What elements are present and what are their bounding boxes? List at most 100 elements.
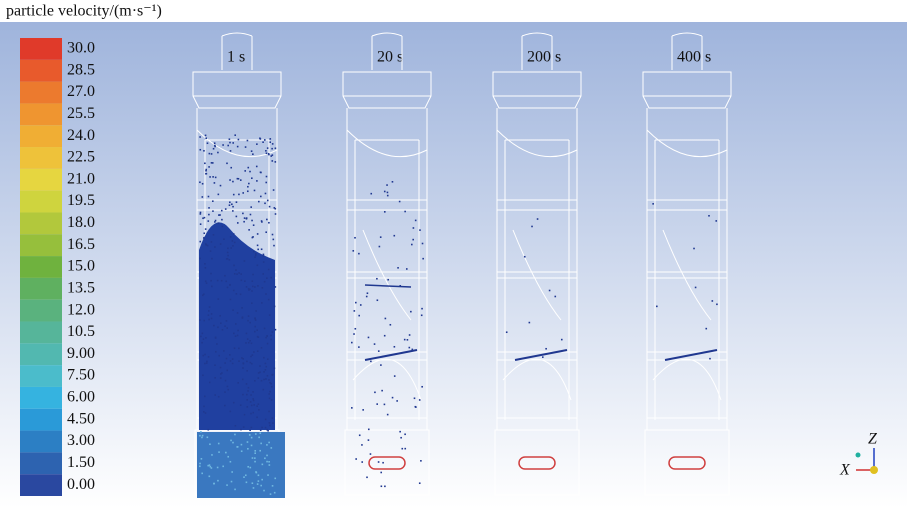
particle bbox=[209, 464, 211, 466]
particle bbox=[240, 293, 242, 295]
particle bbox=[218, 443, 220, 445]
particle bbox=[223, 238, 225, 240]
particle bbox=[393, 235, 395, 237]
particle bbox=[367, 292, 369, 294]
particle bbox=[213, 234, 215, 236]
particle bbox=[244, 170, 246, 172]
particle bbox=[269, 422, 271, 424]
particle bbox=[263, 490, 265, 492]
particle bbox=[248, 342, 250, 344]
particle bbox=[203, 338, 205, 340]
colorbar-label: 13.5 bbox=[67, 279, 95, 296]
particle bbox=[232, 210, 234, 212]
particle bbox=[233, 194, 235, 196]
particle bbox=[237, 146, 239, 148]
particle bbox=[224, 362, 226, 364]
particle bbox=[270, 155, 272, 157]
particle bbox=[236, 446, 238, 448]
particle bbox=[215, 351, 217, 353]
particle bbox=[266, 455, 268, 457]
particle bbox=[229, 179, 231, 181]
colorbar-label: 21.0 bbox=[67, 170, 95, 187]
particle bbox=[258, 474, 260, 476]
particle bbox=[244, 217, 246, 219]
page: particle velocity/(m·s⁻¹) 30.028.527.025… bbox=[0, 0, 907, 508]
particle bbox=[254, 256, 256, 258]
particle bbox=[265, 150, 267, 152]
particle bbox=[249, 322, 251, 324]
particle bbox=[237, 382, 239, 384]
particle bbox=[252, 391, 254, 393]
particle bbox=[215, 177, 217, 179]
particle bbox=[212, 162, 214, 164]
particle bbox=[229, 142, 231, 144]
particle bbox=[422, 243, 424, 245]
particle bbox=[250, 206, 252, 208]
particle bbox=[229, 284, 231, 286]
particle bbox=[233, 265, 235, 267]
particle bbox=[248, 315, 250, 317]
particle bbox=[221, 210, 223, 212]
particle bbox=[205, 135, 207, 137]
particle bbox=[202, 355, 204, 357]
particle bbox=[218, 396, 220, 398]
particle bbox=[249, 171, 251, 173]
particle bbox=[256, 143, 258, 145]
particle bbox=[218, 214, 220, 216]
particle bbox=[524, 256, 526, 258]
particle bbox=[256, 416, 258, 418]
particle bbox=[204, 263, 206, 265]
particle bbox=[263, 379, 265, 381]
particle bbox=[274, 478, 276, 480]
particle bbox=[246, 383, 248, 385]
particle bbox=[266, 461, 268, 463]
particle bbox=[268, 442, 270, 444]
colorbar-label: 27.0 bbox=[67, 83, 95, 100]
particle bbox=[199, 465, 201, 467]
colorbar-swatch bbox=[20, 322, 62, 344]
particle bbox=[249, 429, 251, 431]
particle bbox=[229, 138, 231, 140]
particle bbox=[215, 220, 217, 222]
particle bbox=[225, 208, 227, 210]
particle bbox=[385, 318, 387, 320]
particle bbox=[233, 233, 235, 235]
particle bbox=[262, 141, 264, 143]
particle bbox=[210, 280, 212, 282]
colorbar-swatch bbox=[20, 234, 62, 256]
particle bbox=[264, 281, 266, 283]
particle bbox=[265, 366, 267, 368]
colorbar-label: 6.00 bbox=[67, 389, 95, 406]
particle bbox=[263, 371, 265, 373]
particle bbox=[419, 399, 421, 401]
particle bbox=[374, 343, 376, 345]
particle bbox=[256, 166, 258, 168]
particle bbox=[392, 397, 394, 399]
particle bbox=[695, 287, 697, 289]
particle bbox=[705, 328, 707, 330]
particle bbox=[209, 306, 211, 308]
particle bbox=[214, 182, 216, 184]
particle bbox=[252, 398, 254, 400]
particle bbox=[263, 255, 265, 257]
particle bbox=[224, 275, 226, 277]
particle bbox=[232, 245, 234, 247]
particle bbox=[251, 437, 253, 439]
particle bbox=[268, 299, 270, 301]
particle bbox=[240, 404, 242, 406]
particle bbox=[242, 362, 244, 364]
particle bbox=[266, 176, 268, 178]
particle bbox=[247, 390, 249, 392]
particle bbox=[275, 161, 277, 163]
particle bbox=[211, 467, 213, 469]
particle bbox=[236, 216, 238, 218]
particle bbox=[202, 196, 204, 198]
particle bbox=[242, 316, 244, 318]
particle bbox=[265, 369, 267, 371]
particle bbox=[275, 213, 277, 215]
colorbar-swatch bbox=[20, 365, 62, 387]
particle bbox=[246, 394, 248, 396]
particle bbox=[237, 222, 239, 224]
particle bbox=[258, 403, 260, 405]
particle bbox=[225, 380, 227, 382]
